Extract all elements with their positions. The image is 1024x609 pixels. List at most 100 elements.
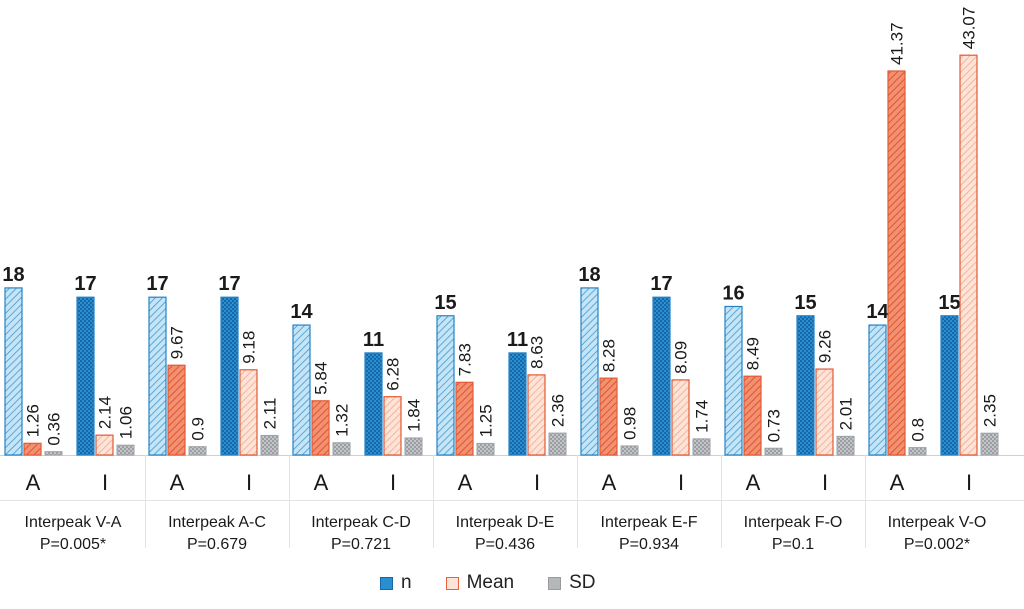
category-label: A	[458, 470, 473, 495]
bar-sd-label: 0.8	[909, 418, 928, 442]
legend-item-n: n	[380, 572, 412, 594]
category-label: I	[822, 470, 828, 495]
bar-n	[868, 324, 887, 456]
bar-n-label: 17	[218, 273, 240, 295]
bar-sd-label: 1.06	[117, 406, 136, 439]
bar-sd-label: 0.73	[765, 409, 784, 442]
bar-n-label: 18	[578, 264, 600, 286]
bar-sd-label: 2.01	[837, 397, 856, 430]
bar-sd	[908, 447, 927, 456]
bar-sd	[260, 434, 279, 456]
bar-mean	[383, 396, 402, 456]
bar-sd	[44, 451, 63, 456]
bar-mean	[599, 377, 618, 456]
bar-mean	[815, 368, 834, 456]
category-label: I	[246, 470, 252, 495]
bar-sd-label: 0.9	[189, 417, 208, 441]
bar-n-label: 17	[74, 273, 96, 295]
bar-n-label: 16	[722, 282, 744, 304]
bar-mean	[671, 379, 690, 456]
legend-label-n: n	[401, 572, 412, 593]
bar-sd-label: 2.11	[261, 398, 280, 430]
group-p-value: P=0.721	[331, 536, 391, 553]
legend-swatch-mean	[445, 576, 459, 590]
bar-mean-label: 6.28	[384, 358, 403, 391]
bar-mean	[455, 381, 474, 456]
group-p-value: P=0.436	[475, 536, 535, 553]
bar-mean-label: 9.18	[240, 331, 259, 364]
bar-sd-label: 1.25	[477, 404, 496, 437]
bar-n	[508, 352, 527, 456]
bar-sd-label: 1.32	[333, 404, 352, 437]
bar-sd-label: 1.84	[405, 399, 424, 432]
bar-mean-label: 41.37	[888, 22, 907, 65]
legend: n Mean SD	[380, 572, 596, 594]
bar-mean	[23, 442, 42, 456]
bar-mean-label: 8.49	[744, 337, 763, 370]
bar-sd-label: 1.74	[693, 400, 712, 433]
category-label: I	[678, 470, 684, 495]
bar-sd	[476, 442, 495, 456]
category-label: I	[102, 470, 108, 495]
bar-mean-label: 8.28	[600, 339, 619, 372]
bar-n	[724, 305, 743, 456]
bar-n	[580, 287, 599, 456]
bar-n-label: 15	[434, 292, 456, 314]
bar-sd	[188, 446, 207, 456]
bar-sd	[692, 438, 711, 456]
category-label: I	[390, 470, 396, 495]
bar-sd-label: 0.98	[621, 407, 640, 440]
bar-sd-label: 2.36	[549, 394, 568, 427]
legend-label-mean: Mean	[466, 572, 515, 593]
group-p-value: P=0.934	[619, 536, 679, 553]
category-label: I	[966, 470, 972, 495]
category-label: A	[746, 470, 761, 495]
group-label: Interpeak D-E	[456, 514, 555, 531]
category-label: A	[890, 470, 905, 495]
bar-mean	[95, 434, 114, 456]
bar-mean	[311, 400, 330, 456]
bar-n	[940, 315, 959, 456]
bar-mean	[527, 374, 546, 456]
bar-sd	[116, 444, 135, 456]
bar-sd	[332, 442, 351, 456]
bar-n-label: 18	[2, 264, 24, 286]
bar-mean-label: 5.84	[312, 362, 331, 395]
bar-mean-label: 2.14	[96, 396, 115, 429]
bar-mean	[743, 375, 762, 456]
bar-mean	[167, 364, 186, 456]
bar-n-label: 17	[146, 273, 168, 295]
group-label: Interpeak V-A	[25, 514, 122, 531]
bar-sd	[548, 432, 567, 456]
group-p-value: P=0.679	[187, 536, 247, 553]
bar-n	[292, 324, 311, 456]
group-p-value: P=0.005*	[40, 536, 106, 553]
bar-mean	[239, 369, 258, 456]
bar-sd	[764, 447, 783, 456]
bar-n	[796, 315, 815, 456]
category-label: A	[602, 470, 617, 495]
bar-mean-label: 1.26	[24, 404, 43, 437]
bar-sd-label: 0.36	[45, 413, 64, 446]
bar-mean	[887, 70, 906, 456]
bar-mean-label: 9.26	[816, 330, 835, 363]
bar-sd	[404, 437, 423, 456]
bar-mean-label: 43.07	[960, 7, 979, 50]
bar-n	[76, 296, 95, 456]
legend-label-sd: SD	[569, 572, 596, 593]
bar-mean-label: 9.67	[168, 326, 187, 359]
bar-n-label: 15	[794, 292, 816, 314]
group-p-value: P=0.1	[772, 536, 814, 553]
legend-swatch-n	[380, 576, 393, 590]
group-label: Interpeak A-C	[168, 514, 266, 531]
bar-mean-label: 7.83	[456, 343, 475, 376]
bar-n-label: 17	[650, 273, 672, 295]
group-label: Interpeak C-D	[311, 514, 411, 531]
bar-n	[436, 315, 455, 456]
legend-swatch-sd	[548, 576, 562, 590]
bar-sd	[980, 432, 999, 456]
category-label: A	[26, 470, 41, 495]
bar-n	[220, 296, 239, 456]
category-label: I	[534, 470, 540, 495]
